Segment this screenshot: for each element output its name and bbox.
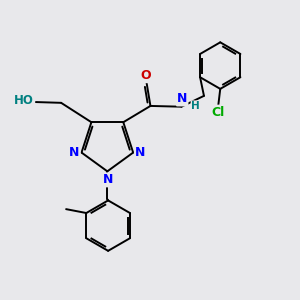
Text: HO: HO: [14, 94, 34, 106]
Text: O: O: [140, 69, 151, 82]
Text: N: N: [177, 92, 188, 106]
Text: H: H: [191, 101, 200, 111]
Text: N: N: [135, 146, 145, 159]
Text: Cl: Cl: [212, 106, 225, 118]
Text: N: N: [103, 173, 113, 186]
Text: N: N: [69, 146, 80, 159]
